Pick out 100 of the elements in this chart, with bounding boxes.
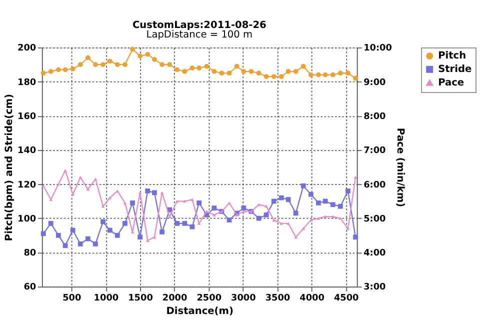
y2-axis-title: Pace (min/km)	[394, 128, 406, 208]
line-series	[42, 169, 358, 242]
x-axis-title: Distance(m)	[166, 306, 234, 317]
point	[234, 64, 240, 69]
point	[93, 241, 98, 246]
point	[182, 68, 188, 74]
point	[316, 200, 321, 206]
point	[56, 67, 61, 72]
y-axis-title: Pitch(bpm) and Stride(cm)	[4, 94, 16, 242]
point	[85, 236, 90, 242]
point	[346, 70, 350, 76]
point	[204, 64, 210, 69]
y-tick-label: 60	[24, 282, 36, 293]
point	[308, 192, 314, 197]
point	[353, 234, 358, 240]
point	[94, 178, 98, 180]
point	[138, 234, 142, 240]
point	[324, 215, 327, 218]
point	[182, 220, 188, 226]
point	[330, 72, 336, 78]
point	[130, 46, 135, 52]
legend-label: Pace	[438, 77, 464, 88]
y-tick-label: 140	[18, 146, 36, 156]
x-tick-label: 2500	[196, 293, 222, 304]
point	[114, 62, 120, 68]
x-tick-label: 3000	[231, 293, 256, 304]
point	[256, 70, 262, 76]
point	[160, 191, 164, 194]
point	[167, 62, 172, 68]
point	[242, 210, 246, 213]
y2-tick-label: 9:00	[364, 78, 386, 88]
point	[196, 200, 202, 206]
chart-subtitle: LapDistance = 100 m	[146, 30, 253, 41]
point	[62, 67, 68, 72]
point	[122, 62, 128, 68]
point	[330, 202, 336, 208]
legend-label: Stride	[438, 64, 472, 76]
point	[56, 182, 60, 186]
point	[241, 206, 246, 210]
point	[300, 183, 306, 188]
point	[278, 74, 284, 79]
point	[138, 191, 142, 194]
point	[70, 66, 76, 72]
point	[219, 70, 224, 76]
point	[257, 203, 260, 206]
point	[331, 215, 335, 218]
point	[264, 212, 269, 218]
point	[241, 68, 246, 74]
point	[286, 222, 290, 225]
y2-tick-label: 6:00	[364, 180, 386, 190]
point	[353, 76, 358, 81]
point	[293, 210, 298, 216]
point	[40, 70, 46, 76]
point	[286, 68, 291, 74]
point	[160, 230, 164, 234]
point	[346, 188, 350, 194]
point	[190, 66, 195, 70]
point	[278, 195, 284, 200]
x-tick-label: 1000	[94, 293, 119, 304]
point	[212, 68, 217, 74]
y-tick-label: 160	[18, 112, 36, 122]
point	[264, 74, 269, 79]
point	[271, 198, 276, 204]
point	[286, 197, 291, 202]
point	[190, 224, 195, 230]
point	[70, 228, 76, 233]
point	[152, 57, 157, 62]
y2-tick-label: 8:00	[364, 112, 386, 122]
point	[280, 222, 284, 225]
point	[152, 190, 157, 196]
y-tick-label: 180	[18, 78, 36, 88]
point	[228, 201, 231, 204]
point	[56, 232, 61, 238]
point	[145, 52, 150, 57]
point	[48, 220, 54, 226]
x-tick-label: 4500	[334, 293, 359, 304]
point	[316, 72, 321, 78]
y-tick-label: 80	[24, 248, 36, 259]
x-tick-label: 1500	[128, 293, 153, 304]
x-tick-label: 2000	[162, 293, 188, 304]
point	[42, 184, 45, 188]
point	[212, 213, 216, 216]
legend-label: Pitch	[438, 50, 466, 62]
x-tick-label: 4000	[300, 293, 324, 304]
point	[40, 231, 46, 236]
point	[100, 62, 106, 68]
point	[114, 232, 120, 238]
point	[300, 64, 306, 69]
point	[294, 236, 298, 239]
point	[78, 62, 83, 68]
point	[78, 241, 83, 246]
y-tick-label: 200	[18, 44, 36, 54]
point	[93, 62, 98, 68]
point	[338, 70, 343, 76]
point	[308, 72, 314, 78]
point	[174, 220, 180, 226]
point	[48, 68, 54, 74]
point	[248, 68, 254, 74]
y2-tick-label: 10:00	[364, 44, 392, 54]
y2-tick-label: 7:00	[364, 146, 386, 156]
